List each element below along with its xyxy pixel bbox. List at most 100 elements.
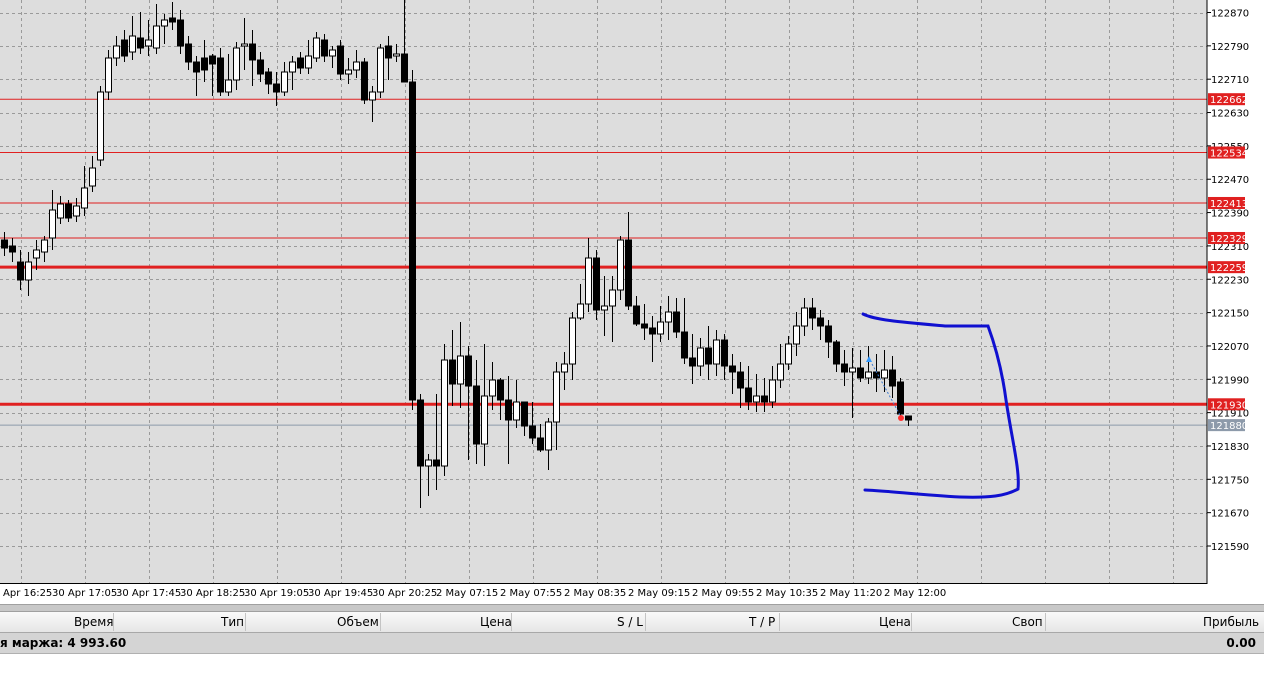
bear-candle-body <box>465 355 472 387</box>
column-swap[interactable]: Своп <box>1012 615 1043 629</box>
price-level-tag-label: 121930 <box>1210 400 1248 411</box>
bull-candle-body <box>849 367 856 373</box>
bear-candle-body <box>201 57 208 71</box>
column-current-price[interactable]: Цена <box>879 615 911 629</box>
column-volume[interactable]: Объем <box>337 615 379 629</box>
price-chart[interactable]: 1228701227901227101226301225501224701223… <box>0 0 1264 584</box>
column-separator[interactable] <box>245 613 246 631</box>
bull-candle-body <box>881 369 888 379</box>
bear-candle-body <box>65 203 72 219</box>
time-tick-label: 30 Apr 19:45 <box>308 588 374 599</box>
price-tick-label: 122390 <box>1211 209 1249 220</box>
bull-candle-body <box>513 401 520 421</box>
bear-candle-body <box>177 19 184 47</box>
price-level-tag <box>1208 231 1245 244</box>
time-tick-label: 2 May 09:55 <box>692 588 755 599</box>
column-separator[interactable] <box>113 613 114 631</box>
bear-candle-body <box>633 305 640 325</box>
bear-candle-body <box>265 71 272 85</box>
bull-candle-body <box>97 91 104 161</box>
bull-candle-body <box>113 45 120 59</box>
bear-candle-body <box>321 39 328 57</box>
bull-candle-body <box>753 395 760 403</box>
bear-candle-body <box>817 317 824 327</box>
bull-candle-body <box>377 47 384 93</box>
bear-candle-body <box>449 359 456 385</box>
time-tick-label: 2 May 09:15 <box>628 588 691 599</box>
bear-candle-body <box>257 59 264 75</box>
column-sl[interactable]: S / L <box>617 615 643 629</box>
column-separator[interactable] <box>645 613 646 631</box>
bull-candle-body <box>697 347 704 367</box>
bull-candle-body <box>305 55 312 69</box>
time-tick-label: 2 May 07:55 <box>500 588 563 599</box>
column-profit[interactable]: Прибыль <box>1203 615 1260 629</box>
column-separator[interactable] <box>511 613 512 631</box>
hand-drawn-bracket[interactable] <box>861 312 1020 499</box>
terminal-table-header: Время Тип Объем Цена S / L T / P Цена Св… <box>0 612 1264 633</box>
bear-candle-body <box>273 83 280 93</box>
horizontal-levels[interactable] <box>0 98 1207 426</box>
bear-candle-body <box>217 57 224 93</box>
bear-candle-body <box>121 39 128 57</box>
candlesticks <box>1 0 912 508</box>
price-level-tag-label: 122329 <box>1210 234 1248 245</box>
bear-candle-body <box>521 401 528 427</box>
sell-arrow-icon <box>866 356 872 362</box>
panel-splitter[interactable] <box>0 604 1264 612</box>
bull-candle-body <box>793 325 800 345</box>
bull-candle-body <box>345 69 352 75</box>
column-price[interactable]: Цена <box>480 615 512 629</box>
bear-candle-body <box>529 425 536 439</box>
bull-candle-body <box>769 379 776 403</box>
price-tick-label: 121910 <box>1211 409 1249 420</box>
price-tick-label: 121590 <box>1211 542 1249 553</box>
column-type[interactable]: Тип <box>221 615 244 629</box>
bear-candle-body <box>649 327 656 335</box>
bull-candle-body <box>313 37 320 59</box>
column-time[interactable]: Время <box>74 615 114 629</box>
price-level-tag <box>1208 398 1245 411</box>
bull-candle-body <box>585 257 592 305</box>
price-tick-label: 122150 <box>1211 309 1249 320</box>
bear-candle-body <box>433 459 440 467</box>
bull-candle-body <box>457 355 464 385</box>
price-level-tag-label: 122413 <box>1210 199 1248 210</box>
bull-candle-body <box>225 79 232 93</box>
bear-candle-body <box>409 81 416 401</box>
bull-candle-body <box>105 57 112 93</box>
bear-candle-body <box>169 17 176 23</box>
bull-candle-body <box>129 35 136 53</box>
bear-candle-body <box>809 307 816 319</box>
profit-total: 0.00 <box>1226 636 1256 650</box>
current-price-tag-label: 121880 <box>1210 421 1248 432</box>
bracket-stroke[interactable] <box>861 312 1020 499</box>
bear-candle-body <box>905 415 912 421</box>
column-separator[interactable] <box>1045 613 1046 631</box>
price-tick-label: 122870 <box>1211 9 1249 20</box>
trade-link-line <box>871 363 901 416</box>
column-tp[interactable]: T / P <box>749 615 776 629</box>
price-level-tag <box>1208 261 1245 274</box>
time-tick-label: 30 Apr 18:25 <box>180 588 246 599</box>
free-margin-text: я маржа: 4 993.60 <box>0 636 127 650</box>
terminal-panel: Время Тип Объем Цена S / L T / P Цена Св… <box>0 612 1264 696</box>
chart-grid <box>0 0 1207 584</box>
bull-candle-body <box>777 363 784 381</box>
bull-candle-body <box>665 311 672 323</box>
bear-candle-body <box>185 43 192 63</box>
bull-candle-body <box>153 25 160 49</box>
bear-candle-body <box>473 385 480 445</box>
chart-canvas[interactable]: 1228701227901227101226301225501224701223… <box>0 0 1264 584</box>
bear-candle-body <box>721 339 728 367</box>
bear-candle-body <box>745 387 752 403</box>
bear-candle-body <box>209 55 216 65</box>
column-separator[interactable] <box>779 613 780 631</box>
bull-candle-body <box>609 289 616 307</box>
column-separator[interactable] <box>911 613 912 631</box>
bear-candle-body <box>297 57 304 69</box>
terminal-summary-row[interactable]: я маржа: 4 993.60 0.00 <box>0 633 1264 654</box>
bear-candle-body <box>385 45 392 59</box>
column-separator[interactable] <box>380 613 381 631</box>
price-tick-label: 122230 <box>1211 275 1249 286</box>
